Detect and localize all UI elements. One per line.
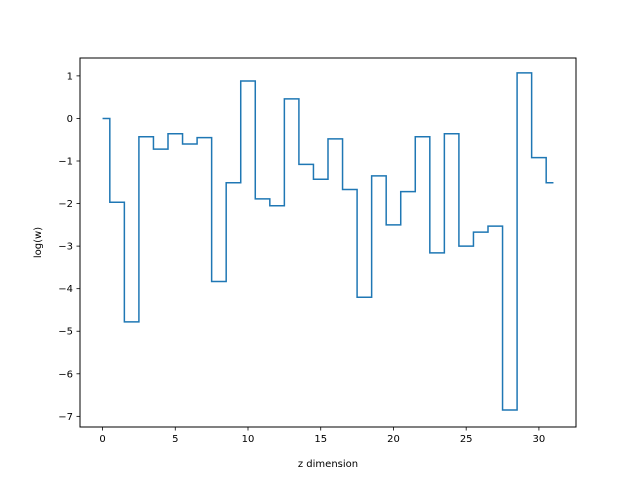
y-tick-label: −3 <box>58 242 73 253</box>
y-tick-label: −2 <box>58 199 73 210</box>
x-tick-label: 30 <box>533 434 546 445</box>
series-line <box>102 72 554 411</box>
series-layer <box>102 72 554 411</box>
x-tick-label: 25 <box>460 434 473 445</box>
x-tick-label: 0 <box>99 434 105 445</box>
y-axis-ticks: 1 0 −1 −2 −3 −4 −5 −6 −7 <box>58 71 80 423</box>
y-tick-label: −4 <box>58 284 73 295</box>
x-axis-ticks: 0 5 10 15 20 25 30 <box>99 427 545 445</box>
plot-frame <box>79 57 577 428</box>
x-tick-label: 20 <box>387 434 400 445</box>
y-tick-label: −5 <box>58 327 73 338</box>
y-axis-label: log(w) <box>33 227 44 258</box>
y-tick-label: −6 <box>58 369 73 380</box>
x-tick-label: 5 <box>172 434 178 445</box>
x-tick-label: 15 <box>314 434 327 445</box>
y-tick-label: 0 <box>67 114 73 125</box>
y-tick-label: −1 <box>58 156 73 167</box>
x-axis-label: z dimension <box>298 459 358 470</box>
x-tick-label: 10 <box>242 434 255 445</box>
y-tick-label: −7 <box>58 412 73 423</box>
y-tick-label: 1 <box>67 71 73 82</box>
